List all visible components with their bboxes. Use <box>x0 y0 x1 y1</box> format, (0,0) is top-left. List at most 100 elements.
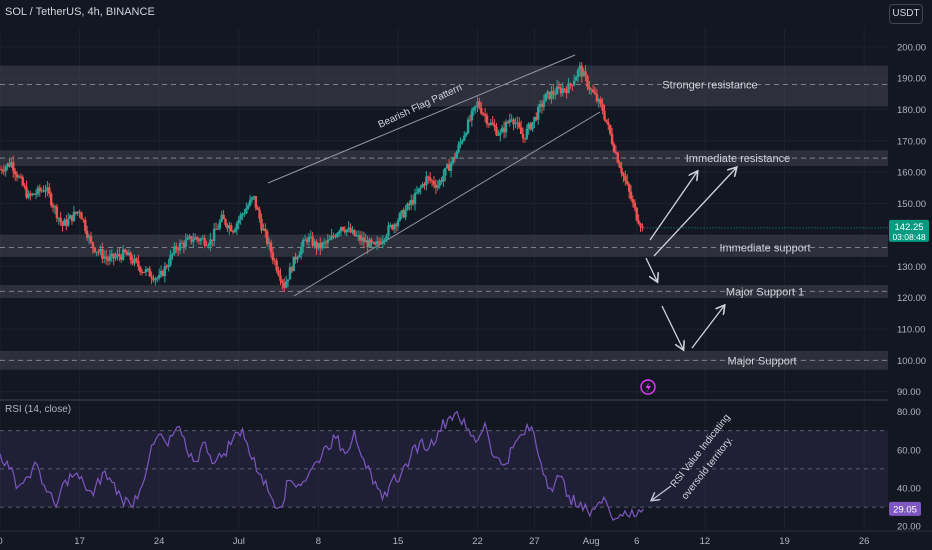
candle-body <box>163 266 167 277</box>
candle-body <box>500 127 504 133</box>
candle-body <box>339 227 343 232</box>
candle-body <box>97 251 100 253</box>
candle-body <box>51 205 55 208</box>
zone-label: Major Support 1 <box>726 286 804 298</box>
time-tick-label: Jul <box>233 536 245 547</box>
candle-body <box>235 223 239 230</box>
candle-body <box>279 275 282 281</box>
candle-body <box>173 246 176 254</box>
candle-body <box>65 219 68 226</box>
candle-body <box>593 92 597 95</box>
candle-body <box>10 162 13 167</box>
candle-body <box>203 238 206 246</box>
candle-body <box>474 105 477 108</box>
candle-body <box>222 214 225 220</box>
candle-body <box>404 209 407 218</box>
candle-body <box>406 203 409 210</box>
candle-body <box>430 180 434 182</box>
rsi-title[interactable]: RSI (14, close) <box>5 404 72 415</box>
candle-body <box>451 157 455 164</box>
candle-body <box>144 269 148 273</box>
rsi-arrow <box>652 485 672 500</box>
candle-body <box>531 121 534 130</box>
candle-body <box>620 167 623 174</box>
candle-body <box>228 225 231 229</box>
candle-body <box>106 258 110 261</box>
candle-body <box>478 101 481 108</box>
candle-body <box>605 119 608 123</box>
candle-body <box>21 177 24 186</box>
candle-body <box>419 187 422 189</box>
time-tick-label: 17 <box>74 536 85 547</box>
candle-body <box>504 121 508 133</box>
candle-body <box>434 184 438 188</box>
candle-body <box>466 119 470 134</box>
candle-body <box>610 133 614 145</box>
candle-body <box>305 239 309 242</box>
candle-body <box>464 133 468 136</box>
candle-body <box>322 242 326 244</box>
candle-body <box>557 86 561 88</box>
candle-body <box>614 151 618 153</box>
candle-body <box>582 71 585 77</box>
candle-body <box>4 166 7 172</box>
candle-body <box>641 226 644 228</box>
time-tick-label: 8 <box>316 536 321 547</box>
currency-button[interactable]: USDT <box>889 4 923 24</box>
candle-body <box>529 123 532 130</box>
candle-body <box>67 218 70 226</box>
candle-body <box>269 242 273 253</box>
candle-body <box>159 270 163 275</box>
symbol-title[interactable]: SOL / TetherUS, 4h, BINANCE <box>5 6 155 18</box>
candle-body <box>552 91 555 95</box>
candle-body <box>103 256 106 259</box>
candle-body <box>527 123 530 129</box>
lightning-icon[interactable] <box>640 379 656 395</box>
candle-body <box>555 86 559 95</box>
candle-body <box>444 167 447 176</box>
candle-body <box>519 127 523 134</box>
candle-body <box>245 208 248 214</box>
candle-body <box>38 187 41 192</box>
candle-body <box>212 228 216 241</box>
candle-body <box>461 140 464 143</box>
candle-body <box>457 144 460 152</box>
flag-lower-line <box>293 111 601 297</box>
candle-body <box>229 225 233 232</box>
time-tick-label: 26 <box>859 536 870 547</box>
candle-body <box>413 193 417 204</box>
candle-body <box>154 278 157 281</box>
candle-body <box>408 203 411 206</box>
candle-body <box>358 235 362 241</box>
candle-body <box>374 242 377 245</box>
projection-arrow <box>653 168 736 257</box>
candle-body <box>303 239 307 241</box>
projection-arrow <box>649 172 697 241</box>
candle-body <box>252 196 256 198</box>
candle-body <box>277 270 280 276</box>
candle-body <box>586 76 589 87</box>
candle-body <box>139 266 142 272</box>
candle-body <box>288 267 292 280</box>
candle-body <box>178 242 182 251</box>
candle-body <box>567 83 570 93</box>
candle-body <box>309 236 312 238</box>
candle-body <box>135 258 138 261</box>
candle-body <box>446 164 449 168</box>
candle-body <box>46 187 49 191</box>
candle-body <box>0 169 4 171</box>
candle-body <box>482 113 485 115</box>
candle-body <box>338 231 341 234</box>
candle-body <box>427 176 430 178</box>
candle-body <box>455 151 458 159</box>
candle-body <box>226 224 229 229</box>
candle-body <box>480 107 483 114</box>
candle-body <box>250 197 254 200</box>
candle-body <box>324 242 328 244</box>
candle-body <box>637 220 640 224</box>
candle-body <box>40 190 43 192</box>
candle-body <box>588 86 591 90</box>
candle-body <box>576 70 580 78</box>
rsi-tick-label: 60.00 <box>897 445 921 456</box>
